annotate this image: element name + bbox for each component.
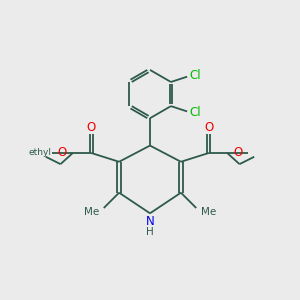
Text: Me: Me xyxy=(84,206,99,217)
Text: O: O xyxy=(234,146,243,159)
Text: Cl: Cl xyxy=(190,106,201,119)
Text: ethyl: ethyl xyxy=(28,148,51,157)
Text: Me: Me xyxy=(201,206,216,217)
Text: O: O xyxy=(205,121,214,134)
Text: O: O xyxy=(57,146,66,159)
Text: Cl: Cl xyxy=(190,69,201,82)
Text: H: H xyxy=(146,226,154,237)
Text: N: N xyxy=(146,215,154,228)
Text: O: O xyxy=(86,121,95,134)
